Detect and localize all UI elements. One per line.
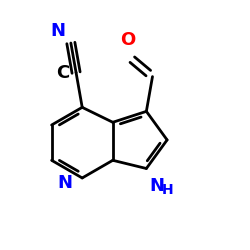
Text: C: C: [56, 64, 69, 82]
Text: N: N: [58, 174, 73, 192]
Text: N: N: [149, 177, 164, 195]
Text: N: N: [50, 22, 66, 40]
Text: H: H: [161, 184, 173, 198]
Text: O: O: [120, 32, 136, 50]
